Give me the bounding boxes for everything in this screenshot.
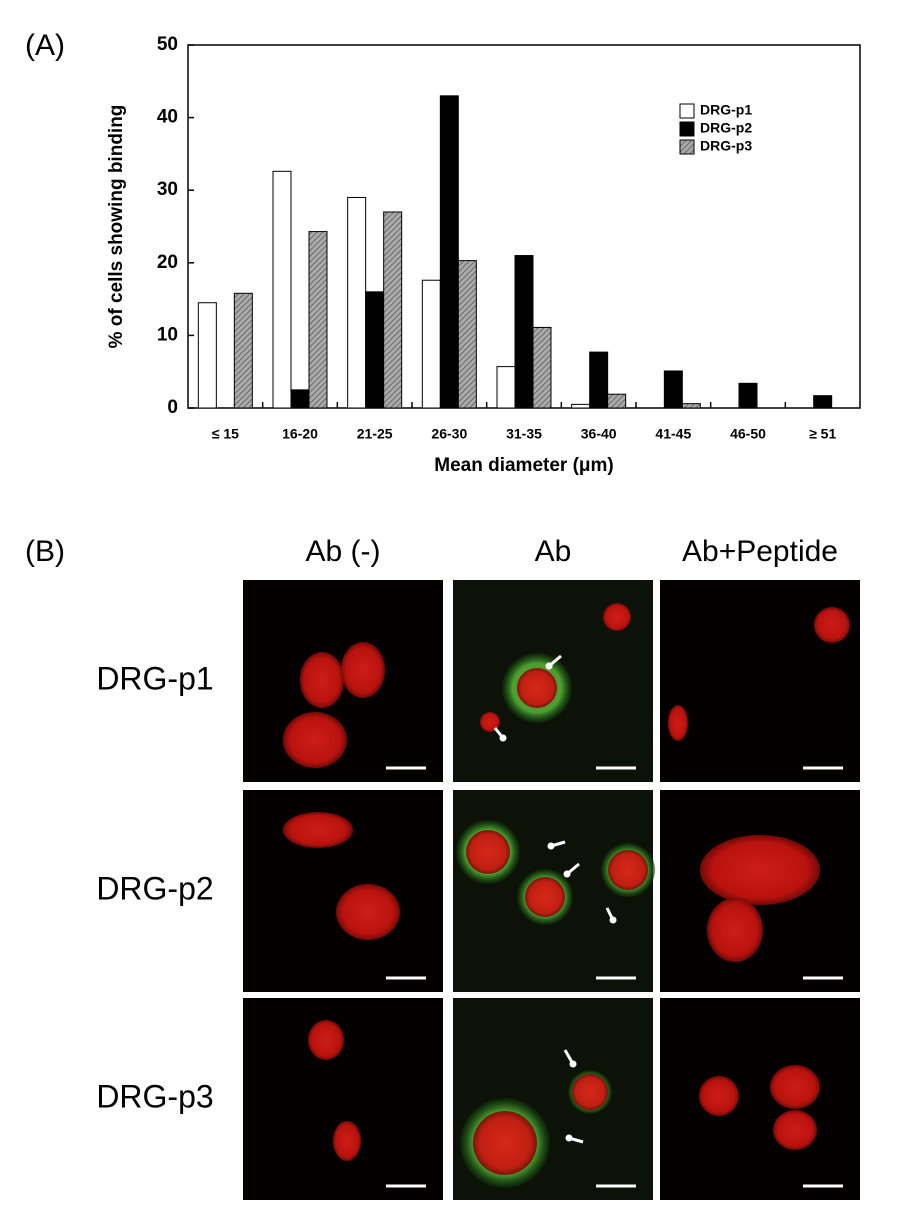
bar [813, 395, 833, 409]
bar [308, 231, 328, 409]
x-tick-label: 36-40 [581, 426, 617, 442]
arrow-head [547, 842, 555, 850]
panel-label: (A) [25, 29, 65, 62]
bar [457, 260, 477, 409]
nucleus [525, 877, 565, 917]
nucleus [668, 705, 688, 741]
y-tick-label: 20 [157, 252, 178, 273]
column-header: Ab [535, 535, 572, 568]
bar [347, 196, 367, 409]
micrograph [453, 790, 655, 992]
nucleus [466, 830, 510, 874]
column-header: Ab+Peptide [682, 535, 838, 568]
bar [514, 255, 534, 409]
nucleus [770, 1065, 820, 1109]
nucleus [336, 884, 400, 940]
micrograph [243, 998, 443, 1200]
x-tick-label: 21-25 [357, 426, 393, 442]
nucleus [333, 1121, 361, 1161]
nucleus [517, 668, 557, 708]
legend-swatch [679, 139, 695, 155]
arrow-head [569, 1060, 577, 1068]
micrograph [453, 580, 653, 782]
legend-label: DRG-p2 [700, 120, 752, 136]
micrograph [243, 580, 443, 782]
bar [365, 291, 385, 409]
row-header: DRG-p3 [96, 1078, 213, 1114]
nucleus [308, 1020, 344, 1060]
legend-swatch [679, 121, 695, 137]
nucleus [300, 652, 344, 708]
nucleus [473, 1111, 537, 1175]
arrow-head [565, 1134, 573, 1142]
bar [738, 382, 758, 409]
bar [290, 389, 310, 409]
nucleus [700, 835, 820, 905]
micrograph [660, 790, 860, 992]
row-header: DRG-p2 [96, 870, 213, 906]
nucleus [480, 712, 500, 732]
nucleus [608, 850, 648, 890]
nucleus [283, 712, 347, 768]
bar [383, 211, 403, 409]
nucleus [572, 1074, 608, 1110]
nucleus [699, 1076, 739, 1116]
arrow-head [499, 734, 507, 742]
y-axis-title: % of cells showing binding [106, 105, 127, 349]
image-background [660, 998, 860, 1200]
panel-label: (B) [25, 535, 65, 568]
bar [197, 302, 217, 409]
x-tick-label: ≤ 15 [212, 426, 239, 442]
nucleus [603, 603, 631, 631]
legend-label: DRG-p1 [700, 102, 752, 118]
arrow-head [545, 662, 553, 670]
bar [421, 279, 441, 409]
bar [272, 170, 292, 409]
y-tick-label: 10 [157, 324, 178, 345]
row-header: DRG-p1 [96, 660, 213, 696]
micrograph [243, 790, 443, 992]
bar [663, 370, 683, 409]
nucleus [341, 642, 385, 698]
bar [607, 393, 627, 409]
legend-swatch [679, 103, 695, 119]
bar [571, 403, 591, 409]
x-tick-label: 31-35 [506, 426, 542, 442]
micrograph [660, 580, 860, 782]
bar [233, 292, 253, 409]
legend-label: DRG-p3 [700, 138, 752, 154]
bar [589, 351, 609, 409]
x-axis-title: Mean diameter (μm) [434, 455, 614, 476]
x-tick-label: 16-20 [282, 426, 318, 442]
arrow-head [563, 870, 571, 878]
bar [532, 326, 552, 409]
y-tick-label: 0 [167, 397, 178, 418]
x-tick-label: 26-30 [431, 426, 467, 442]
nucleus [814, 607, 850, 643]
nucleus [283, 812, 353, 848]
x-tick-label: 46-50 [730, 426, 766, 442]
y-tick-label: 30 [157, 179, 178, 200]
y-tick-label: 40 [157, 107, 178, 128]
arrow-head [609, 916, 617, 924]
bar [439, 95, 459, 409]
column-header: Ab (-) [306, 535, 381, 568]
x-tick-label: 41-45 [655, 426, 691, 442]
x-tick-label: ≥ 51 [809, 426, 836, 442]
bar [496, 366, 516, 409]
image-background [243, 998, 443, 1200]
nucleus [773, 1110, 817, 1150]
nucleus [707, 898, 763, 962]
y-tick-label: 50 [157, 34, 178, 55]
micrograph [660, 998, 860, 1200]
bar [681, 403, 701, 409]
micrograph [453, 998, 653, 1200]
